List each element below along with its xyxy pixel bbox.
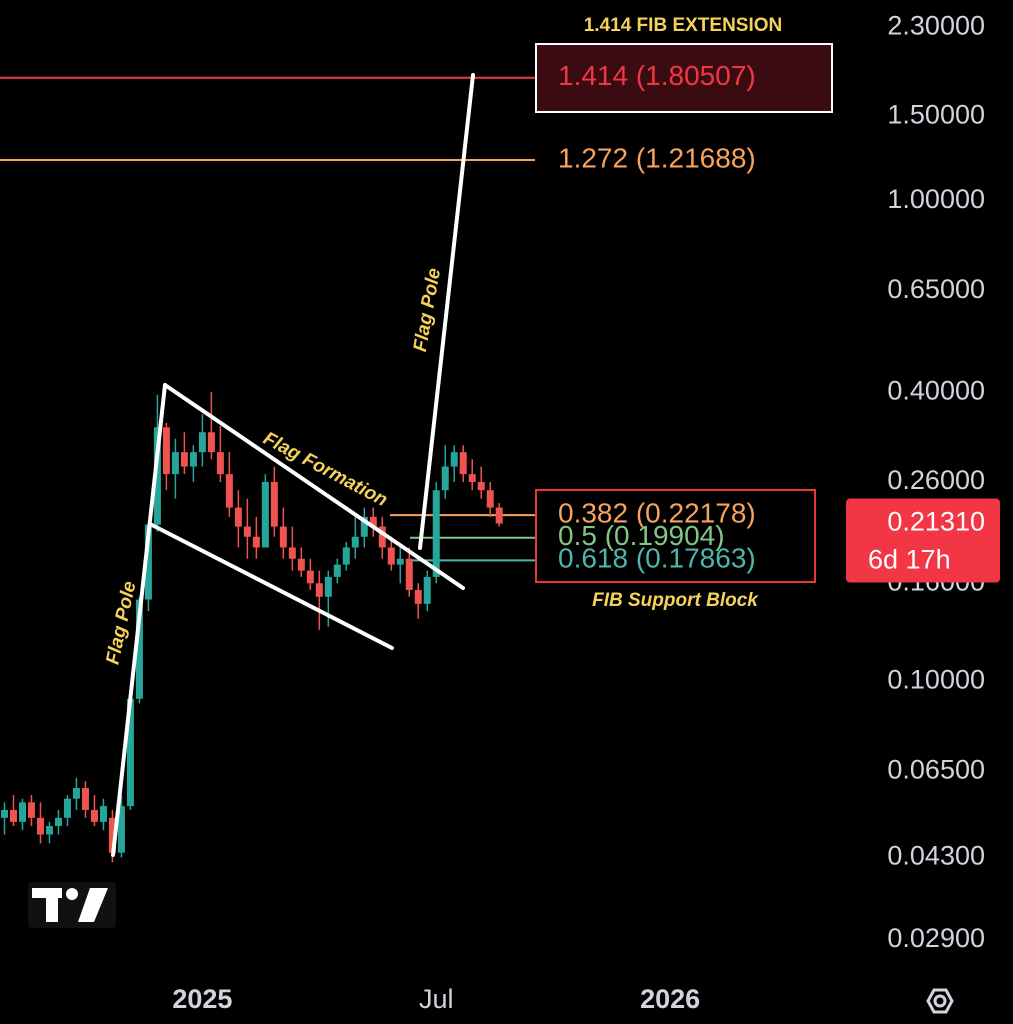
y-tick-label: 1.00000 — [887, 184, 985, 214]
candle-body — [72, 787, 80, 799]
candle-body — [261, 482, 269, 548]
candle-body — [333, 564, 341, 577]
candle-body — [63, 798, 71, 818]
candle-body — [315, 583, 323, 597]
candle-body — [441, 466, 449, 491]
candle-body — [360, 516, 368, 537]
candle-body — [99, 806, 107, 822]
candle-body — [126, 698, 134, 807]
candle-body — [459, 452, 467, 475]
fib-label: 0.5 (0.19904) — [558, 520, 725, 551]
candle-body — [162, 427, 170, 475]
candle-body — [351, 536, 359, 548]
fib-levels: 1.414 (1.80507) 1.272 (1.21688) 0.382 (0.2… — [0, 43, 833, 583]
candle-body — [207, 432, 215, 453]
candle-body — [252, 536, 260, 548]
candle-body — [90, 809, 98, 822]
candle-body — [36, 817, 44, 835]
candle-body — [405, 558, 413, 590]
candles — [0, 392, 503, 863]
candle-body — [171, 452, 179, 475]
candle-body — [9, 809, 17, 822]
drawings — [111, 73, 475, 857]
logo-part — [78, 888, 108, 922]
candle-body — [486, 490, 494, 508]
candle-body — [234, 507, 242, 527]
y-tick-label: 2.30000 — [887, 10, 985, 40]
candle-body — [198, 432, 206, 453]
fib-label: 0.382 (0.22178) — [558, 498, 756, 529]
candle-body — [225, 474, 233, 508]
candle-body — [180, 452, 188, 467]
candle-body — [153, 427, 161, 525]
logo-part — [66, 888, 78, 900]
settings-icon[interactable] — [926, 988, 954, 1014]
fib-label: 1.414 (1.80507) — [558, 60, 756, 91]
candle-body — [306, 570, 314, 584]
axes: 2.30000 1.50000 1.00000 0.65000 0.40000 0.260… — [172, 10, 1000, 1014]
y-tick-label: 0.02900 — [887, 923, 985, 953]
y-tick-label: 0.40000 — [887, 375, 985, 405]
x-tick-label: 2025 — [172, 984, 232, 1014]
annotation: FIB Support Block — [592, 590, 759, 611]
logo — [28, 882, 116, 928]
candle-body — [378, 526, 386, 548]
x-tick-label: Jul — [419, 984, 454, 1014]
trendline — [111, 383, 167, 857]
annotation: 1.414 FIB EXTENSION — [584, 15, 783, 36]
candle-body — [189, 452, 197, 467]
candle-body — [270, 482, 278, 527]
candle-body — [387, 547, 395, 565]
y-tick-label: 0.10000 — [887, 664, 985, 694]
x-tick-label: 2026 — [640, 984, 700, 1014]
candle-body — [144, 524, 152, 600]
candle-body — [324, 576, 332, 597]
extension-box — [535, 43, 833, 113]
y-tick-label: 1.50000 — [887, 99, 985, 129]
logo-part — [46, 888, 58, 922]
candle-body — [477, 482, 485, 491]
candle-body — [45, 825, 53, 835]
y-tick-label: 0.26000 — [887, 465, 985, 495]
y-tick-label: 0.06500 — [887, 754, 985, 784]
price-tag — [846, 498, 1000, 583]
candle-body — [18, 802, 26, 822]
trendline — [418, 73, 475, 550]
price-tag-label: 0.21310 — [887, 507, 985, 537]
candle-body — [27, 802, 35, 818]
candle-body — [0, 809, 8, 818]
candle-body — [117, 806, 125, 853]
fib-label: 0.618 (0.17863) — [558, 543, 756, 574]
y-tick-label: 0.65000 — [887, 274, 985, 304]
trendline — [150, 523, 394, 650]
y-tick-label: 0.04300 — [887, 841, 985, 871]
candle-body — [450, 452, 458, 467]
candle-body — [216, 452, 224, 475]
candle-body — [243, 526, 251, 537]
candle-body — [396, 558, 404, 565]
candle-body — [135, 599, 143, 699]
candle-body — [279, 526, 287, 548]
candle-body — [414, 589, 422, 604]
candle-body — [342, 547, 350, 565]
settings-dot[interactable] — [933, 994, 947, 1008]
candle-body — [297, 558, 305, 571]
countdown: 6d 17h — [868, 545, 951, 575]
fib-label: 1.272 (1.21688) — [558, 142, 756, 173]
candle-body — [495, 507, 503, 524]
candle-body — [54, 817, 62, 826]
candle-body — [432, 490, 440, 577]
candle-body — [81, 787, 89, 810]
candle-body — [423, 576, 431, 604]
candle-body — [108, 817, 116, 853]
support-block — [535, 489, 816, 583]
candle-body — [288, 547, 296, 559]
trendline — [163, 383, 465, 590]
candle-body — [369, 516, 377, 527]
candle-body — [468, 474, 476, 483]
settings-hex[interactable] — [926, 988, 954, 1014]
